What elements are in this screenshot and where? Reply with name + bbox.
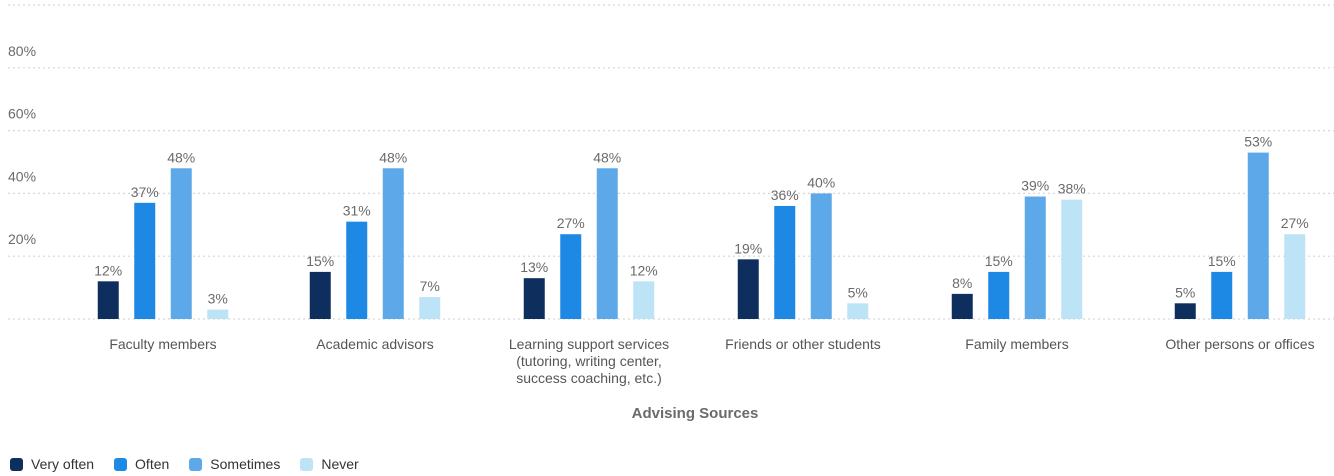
legend-swatch	[114, 457, 128, 471]
category-label-line: (tutoring, writing center,	[516, 353, 662, 369]
data-label: 19%	[734, 240, 762, 256]
bar-1-0	[309, 271, 331, 319]
data-label: 27%	[557, 215, 585, 231]
category-label: Friends or other students	[725, 336, 881, 352]
legend-label: Sometimes	[210, 456, 281, 472]
legend: Very often Often Sometimes Never	[10, 456, 379, 472]
data-label: 48%	[593, 149, 621, 165]
bar-0-2	[170, 168, 192, 319]
category-label-line: Friends or other students	[725, 336, 881, 352]
data-label: 15%	[985, 253, 1013, 269]
bar-4-2	[1024, 196, 1046, 319]
bar-1-1	[346, 221, 368, 319]
data-label: 48%	[379, 149, 407, 165]
category-label-line: Academic advisors	[316, 336, 434, 352]
data-label: 31%	[343, 203, 371, 219]
data-label: 40%	[807, 174, 835, 190]
bar-4-0	[951, 293, 973, 319]
legend-label: Never	[321, 456, 359, 472]
bar-5-1	[1211, 271, 1233, 319]
bar-3-1	[774, 205, 796, 319]
data-label: 7%	[420, 278, 440, 294]
x-axis-title: Advising Sources	[632, 405, 759, 422]
legend-item-never[interactable]: Never	[300, 456, 359, 472]
data-label: 53%	[1244, 134, 1272, 150]
bar-0-1	[134, 202, 156, 319]
bar-2-0	[523, 278, 545, 319]
category-labels: Faculty members Academic advisors Learning…	[109, 336, 1314, 386]
category-label-line: success coaching, etc.)	[516, 370, 662, 386]
data-label: 3%	[208, 291, 228, 307]
bar-5-2	[1247, 152, 1269, 319]
data-label: 15%	[306, 253, 334, 269]
data-label: 37%	[131, 184, 159, 200]
data-label: 5%	[848, 284, 868, 300]
category-label-line: Family members	[965, 336, 1068, 352]
y-tick-label: 40%	[8, 168, 36, 184]
bar-5-3	[1284, 234, 1306, 319]
legend-swatch	[10, 457, 23, 471]
data-label: 13%	[520, 259, 548, 275]
data-label: 39%	[1021, 178, 1049, 194]
bar-2-3	[633, 281, 655, 319]
bar-3-2	[810, 193, 832, 319]
data-label: 36%	[771, 187, 799, 203]
data-labels: 12% 37% 48% 3% 15% 31% 48% 7% 13% 27% 48% 12% 19% 36%…	[94, 134, 1309, 307]
bar-3-0	[737, 259, 759, 319]
legend-swatch	[300, 457, 314, 471]
category-label: Learning support services (tutoring, writ…	[509, 336, 669, 386]
category-label: Academic advisors	[316, 336, 434, 352]
y-tick-label: 60%	[8, 106, 36, 122]
bar-3-3	[847, 303, 869, 319]
data-label: 12%	[94, 262, 122, 278]
bar-2-2	[596, 168, 618, 319]
bars	[97, 152, 1306, 319]
data-label: 38%	[1058, 181, 1086, 197]
bar-chart: 20%40%60%80%100% 12%37%48%3%15%31%48%7%1…	[8, 4, 1334, 422]
bar-0-0	[97, 281, 119, 319]
bar-4-1	[988, 271, 1010, 319]
bar-1-2	[382, 168, 404, 319]
bar-0-3	[207, 309, 229, 319]
bar-4-3	[1061, 199, 1083, 319]
y-tick-label: 80%	[8, 43, 36, 59]
legend-label: Very often	[31, 456, 95, 472]
y-tick-label: 20%	[8, 231, 36, 247]
category-label: Family members	[965, 336, 1068, 352]
bar-5-0	[1174, 303, 1196, 319]
legend-item-sometimes[interactable]: Sometimes	[189, 456, 280, 472]
data-label: 27%	[1281, 215, 1309, 231]
legend-item-often[interactable]: Often	[114, 456, 169, 472]
bar-2-1	[560, 234, 582, 319]
legend-item-very-often[interactable]: Very often	[10, 456, 94, 472]
data-label: 15%	[1208, 253, 1236, 269]
category-label-line: Learning support services	[509, 336, 669, 352]
gridlines: 20%40%60%80%100%	[8, 4, 1334, 320]
category-label-line: Faculty members	[109, 336, 216, 352]
category-label: Other persons or offices	[1165, 336, 1314, 352]
category-label: Faculty members	[109, 336, 216, 352]
data-label: 8%	[952, 275, 972, 291]
legend-label: Often	[135, 456, 170, 472]
data-label: 12%	[630, 262, 658, 278]
legend-swatch	[189, 457, 203, 471]
category-label-line: Other persons or offices	[1165, 336, 1314, 352]
data-label: 5%	[1175, 284, 1195, 300]
data-label: 48%	[167, 149, 195, 165]
bar-1-3	[419, 297, 441, 319]
